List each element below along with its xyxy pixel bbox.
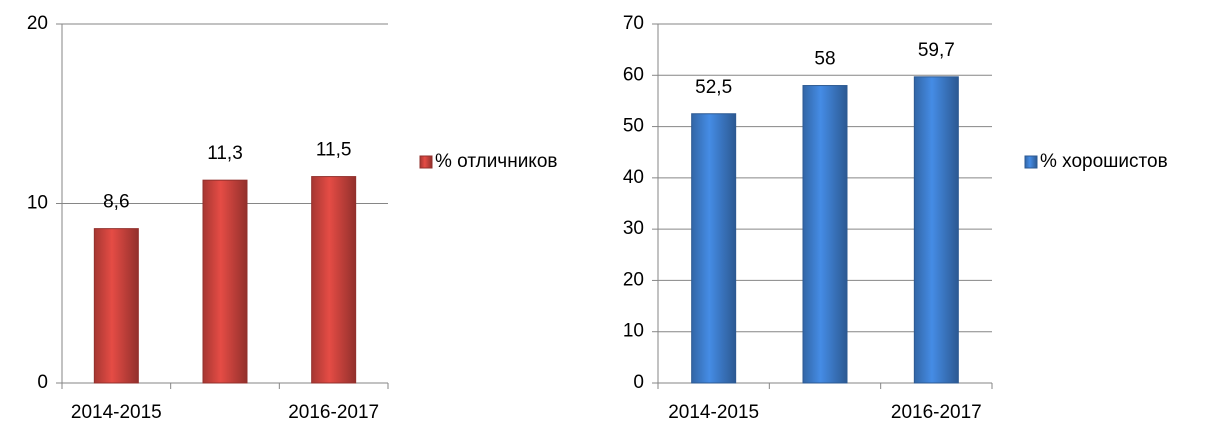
x-tick-label: 2014-2015 — [668, 402, 759, 423]
data-label: 58 — [814, 49, 835, 70]
y-tick-label: 20 — [623, 269, 644, 290]
bar — [202, 179, 248, 384]
data-label: 8,6 — [103, 192, 129, 213]
y-tick-label: 50 — [623, 116, 644, 137]
data-label: 11,3 — [207, 143, 243, 164]
legend-swatch — [1024, 155, 1038, 169]
bar — [311, 176, 357, 384]
bar — [93, 228, 139, 384]
y-tick-label: 30 — [623, 218, 644, 239]
legend-swatch — [419, 155, 433, 169]
legend-label: % хорошистов — [1040, 151, 1168, 172]
bar — [913, 76, 959, 384]
data-label: 52,5 — [695, 77, 732, 98]
y-tick-label: 0 — [37, 372, 48, 393]
bar — [802, 85, 848, 384]
y-tick-label: 10 — [27, 193, 48, 214]
y-tick-label: 20 — [27, 13, 48, 34]
data-label: 59,7 — [918, 40, 955, 61]
x-tick-label: 2014-2015 — [71, 402, 162, 423]
y-tick-label: 10 — [623, 321, 644, 342]
y-tick-label: 70 — [623, 13, 644, 34]
y-tick-label: 0 — [633, 372, 644, 393]
y-tick-label: 60 — [623, 64, 644, 85]
bar — [691, 113, 737, 384]
data-label: 11,5 — [316, 140, 352, 161]
x-tick-label: 2016-2017 — [288, 402, 379, 423]
legend-label: % отличников — [435, 151, 558, 172]
y-tick-label: 40 — [623, 167, 644, 188]
x-tick-label: 2016-2017 — [891, 402, 982, 423]
